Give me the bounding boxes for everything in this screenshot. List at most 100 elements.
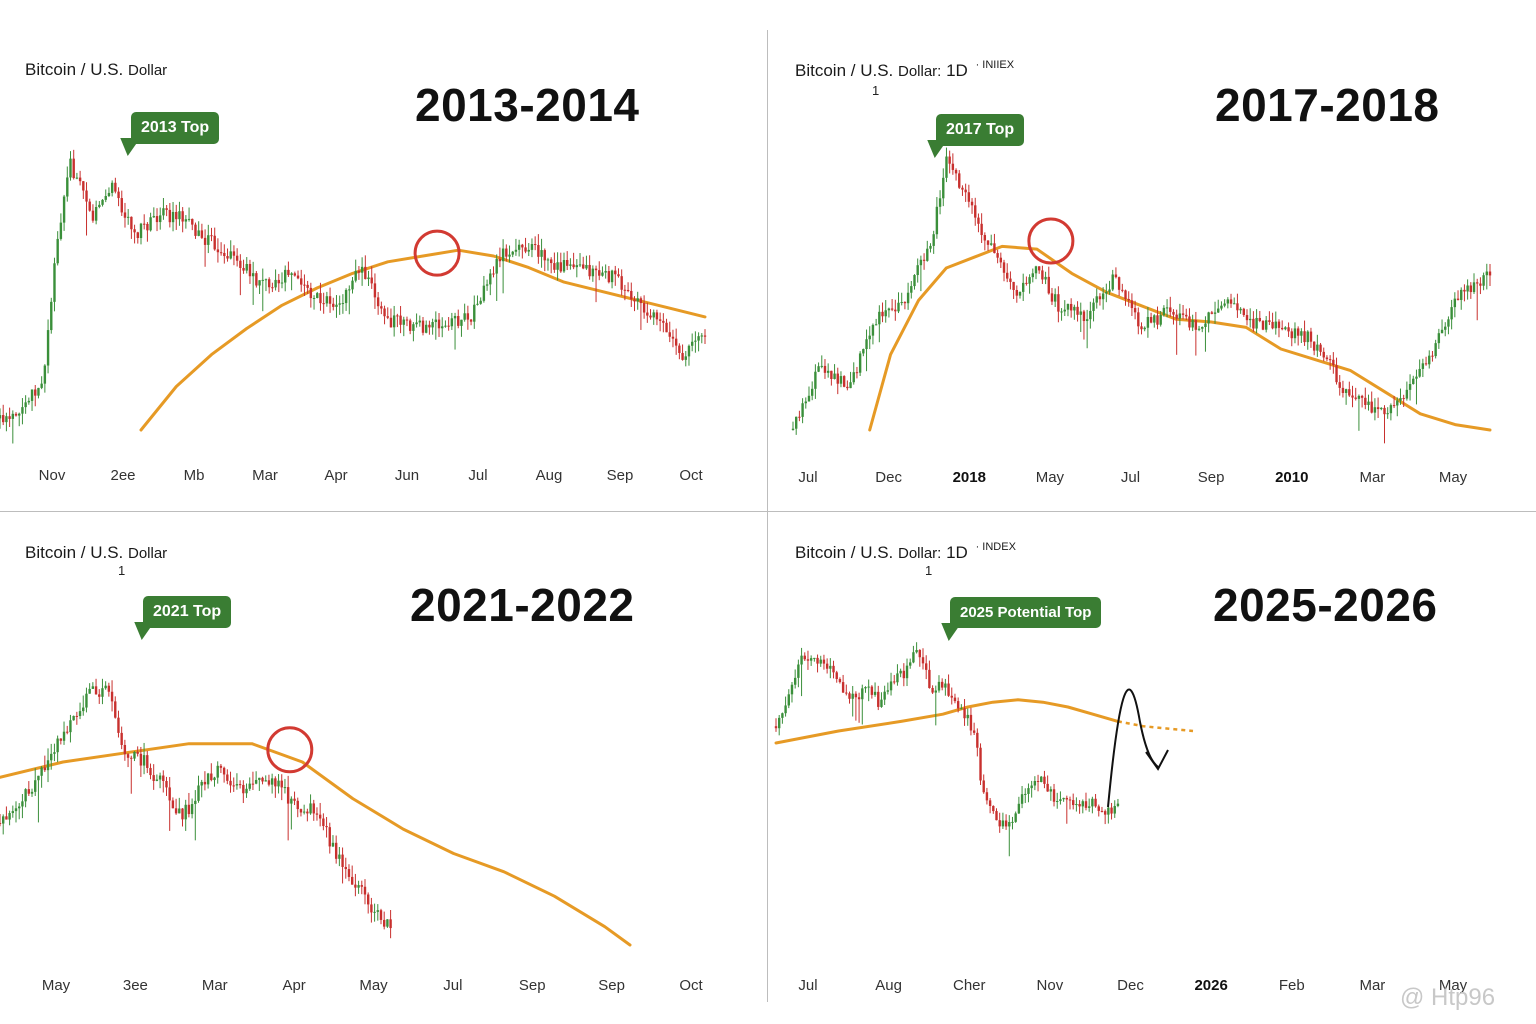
candle-body xyxy=(865,339,868,350)
candle-body xyxy=(479,300,482,304)
candle-body xyxy=(21,801,24,807)
candle-body xyxy=(1111,274,1114,290)
candle-body xyxy=(630,290,633,300)
candle-body xyxy=(88,688,91,694)
candle-body xyxy=(162,775,165,782)
candle-body xyxy=(194,800,197,805)
candle-body xyxy=(1357,395,1361,399)
candle-body xyxy=(101,199,104,205)
candle-body xyxy=(878,311,881,325)
candle-body xyxy=(1460,289,1463,300)
candle-body xyxy=(139,753,143,766)
x-tick-label: Jul xyxy=(443,977,462,994)
candle-body xyxy=(322,818,325,827)
candle-body xyxy=(226,256,229,259)
candle-body xyxy=(277,780,280,787)
candle-body xyxy=(857,697,861,700)
candle-body xyxy=(357,885,360,888)
curved-down-arrow-icon xyxy=(1107,688,1159,808)
candle-body xyxy=(940,681,944,688)
candle-body xyxy=(1322,351,1325,358)
candle-body xyxy=(364,266,367,280)
candle-body xyxy=(655,312,659,320)
period-title: 2017-2018 xyxy=(1215,79,1440,131)
candle-body xyxy=(399,315,402,325)
candle-body xyxy=(171,800,175,809)
x-tick-label: Sep xyxy=(1198,469,1225,486)
subtitle-digit: 1 xyxy=(872,83,880,98)
candle-body xyxy=(1165,307,1169,309)
candle-body xyxy=(66,177,69,197)
candle-body xyxy=(255,273,258,286)
candle-body xyxy=(646,312,649,316)
candle-body xyxy=(816,657,819,664)
top-annotation-callout: 2025 Potential Top xyxy=(934,597,1102,641)
crossover-circle-marker xyxy=(266,726,314,774)
candle-body xyxy=(373,911,376,913)
candle-body xyxy=(620,276,623,290)
candle-body xyxy=(1415,376,1418,379)
candle-body xyxy=(626,289,630,291)
x-tick-label: May xyxy=(1439,977,1468,994)
candle-body xyxy=(985,792,989,801)
candle-body xyxy=(963,708,966,719)
candle-body xyxy=(194,224,197,236)
candle-body xyxy=(5,816,8,820)
candle-body xyxy=(813,657,816,659)
candle-body xyxy=(977,217,980,224)
candle-body xyxy=(944,683,947,688)
x-tick-label: Aug xyxy=(536,467,563,484)
candle-body xyxy=(533,244,537,246)
candle-body xyxy=(271,287,274,289)
x-tick-label: Mar xyxy=(1359,469,1385,486)
candle-body xyxy=(178,808,181,814)
candle-body xyxy=(874,324,878,326)
candle-body xyxy=(1089,310,1092,320)
candle-body xyxy=(1017,803,1021,814)
subtitle-interval: 1D xyxy=(946,543,968,562)
candle-body xyxy=(986,240,990,245)
candle-body xyxy=(1456,298,1460,300)
candle-body xyxy=(306,284,309,288)
candle-body xyxy=(839,376,843,384)
candle-body xyxy=(855,372,859,374)
candle-body xyxy=(582,264,585,269)
candle-body xyxy=(814,371,817,389)
candle-body xyxy=(82,707,85,712)
price-candles xyxy=(0,678,392,939)
candle-body xyxy=(1084,801,1088,808)
candle-body xyxy=(219,252,223,254)
candle-body xyxy=(993,243,996,254)
top-annotation-callout: 2017 Top xyxy=(920,114,1025,158)
candle-body xyxy=(126,216,130,218)
candle-body xyxy=(559,262,562,272)
candle-body xyxy=(1081,801,1084,807)
candle-body xyxy=(366,894,370,905)
candle-body xyxy=(1108,289,1111,292)
candle-body xyxy=(235,784,239,786)
candle-body xyxy=(1185,314,1188,317)
subtitle-main: Bitcoin / U.S. xyxy=(795,543,894,562)
candle-body xyxy=(251,273,255,277)
candle-body xyxy=(107,685,111,692)
candle-body xyxy=(964,189,967,193)
candle-body xyxy=(979,747,982,781)
candle-body xyxy=(905,665,909,679)
x-tick-label: Dec xyxy=(875,469,902,486)
candle-body xyxy=(893,681,896,683)
candle-body xyxy=(1020,794,1024,804)
candle-body xyxy=(1073,306,1076,311)
candle-body xyxy=(1207,312,1210,324)
candle-body xyxy=(27,400,31,403)
candle-body xyxy=(1223,303,1226,306)
candle-body xyxy=(849,382,852,389)
chart-subtitle: Bitcoin / U.S. Dollar xyxy=(25,543,167,563)
candle-body xyxy=(473,304,476,322)
candle-body xyxy=(1172,311,1175,315)
candle-body xyxy=(1469,285,1473,293)
candle-body xyxy=(841,682,845,693)
candle-body xyxy=(37,387,40,396)
candle-body xyxy=(617,274,620,277)
candle-body xyxy=(858,353,862,373)
candle-body xyxy=(354,884,357,888)
